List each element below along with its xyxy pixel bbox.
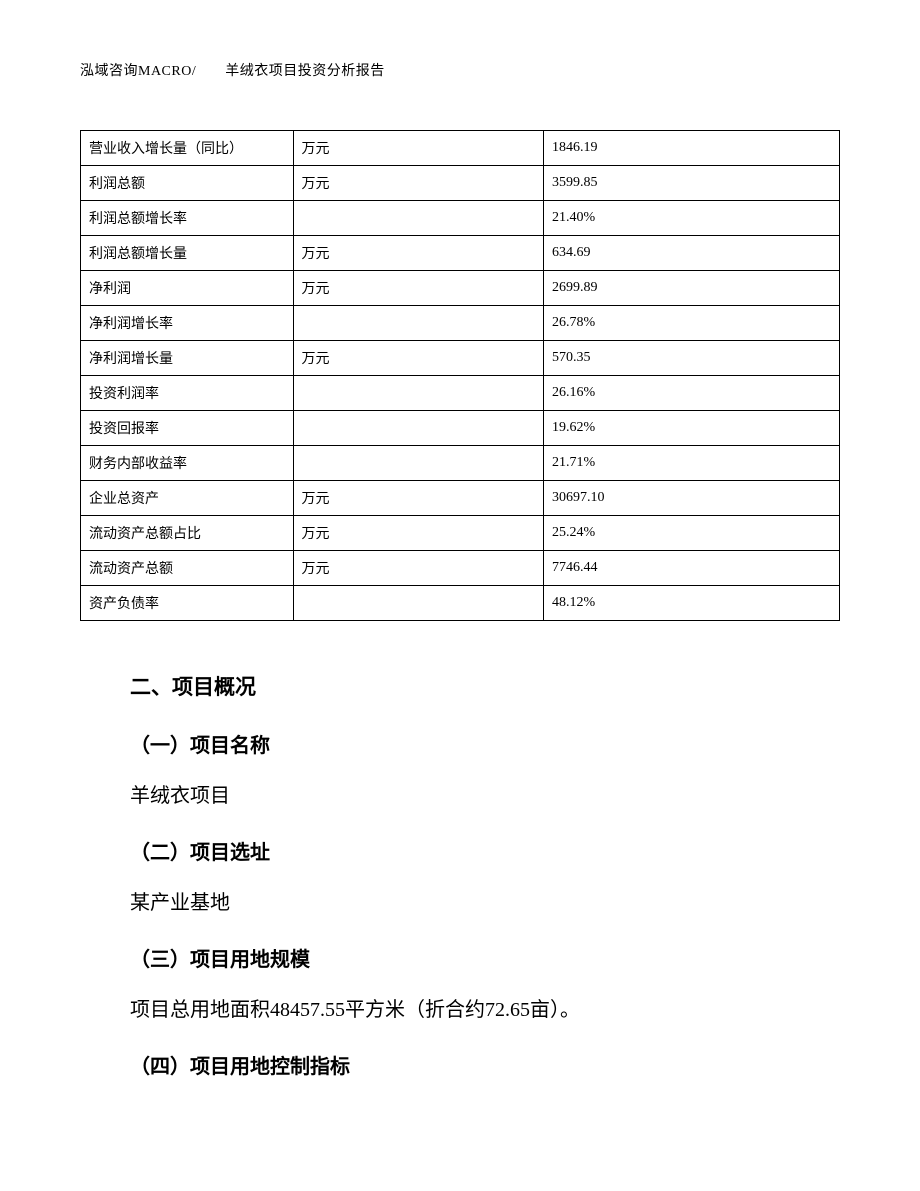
table-row: 流动资产总额万元7746.44 [81,551,840,586]
table-cell-value: 570.35 [543,341,839,376]
table-row: 净利润增长率 26.78% [81,306,840,341]
table-cell-label: 利润总额 [81,166,294,201]
table-row: 资产负债率 48.12% [81,586,840,621]
table-cell-value: 26.16% [543,376,839,411]
table-row: 投资利润率 26.16% [81,376,840,411]
table-cell-unit: 万元 [293,271,543,306]
table-cell-unit [293,201,543,236]
table-row: 利润总额增长率 21.40% [81,201,840,236]
section-title: 二、项目概况 [130,671,790,701]
table-cell-unit [293,446,543,481]
subsection-1-text: 羊绒衣项目 [130,780,790,812]
table-row: 利润总额万元3599.85 [81,166,840,201]
subsection-3-text: 项目总用地面积48457.55平方米（折合约72.65亩）。 [130,994,790,1026]
table-cell-unit: 万元 [293,236,543,271]
table-cell-label: 净利润 [81,271,294,306]
table-row: 投资回报率 19.62% [81,411,840,446]
table-cell-value: 1846.19 [543,131,839,166]
table-cell-unit: 万元 [293,341,543,376]
table-row: 净利润增长量万元570.35 [81,341,840,376]
table-cell-label: 企业总资产 [81,481,294,516]
table-cell-value: 3599.85 [543,166,839,201]
table-cell-unit: 万元 [293,516,543,551]
table-cell-label: 利润总额增长量 [81,236,294,271]
content-section: 二、项目概况 （一）项目名称 羊绒衣项目 （二）项目选址 某产业基地 （三）项目… [80,671,840,1079]
table-cell-value: 7746.44 [543,551,839,586]
table-cell-label: 营业收入增长量（同比） [81,131,294,166]
table-cell-label: 净利润增长率 [81,306,294,341]
table-cell-unit [293,306,543,341]
table-cell-unit [293,586,543,621]
table-cell-label: 利润总额增长率 [81,201,294,236]
page-header: 泓域咨询MACRO/ 羊绒衣项目投资分析报告 [80,60,840,80]
table-cell-label: 流动资产总额 [81,551,294,586]
table-cell-unit [293,411,543,446]
table-cell-unit [293,376,543,411]
table-cell-value: 2699.89 [543,271,839,306]
table-cell-value: 25.24% [543,516,839,551]
table-cell-label: 资产负债率 [81,586,294,621]
table-cell-unit: 万元 [293,131,543,166]
table-cell-label: 投资回报率 [81,411,294,446]
subsection-2-title: （二）项目选址 [130,836,790,865]
table-cell-unit: 万元 [293,481,543,516]
table-row: 利润总额增长量万元634.69 [81,236,840,271]
subsection-4-title: （四）项目用地控制指标 [130,1050,790,1079]
table-cell-value: 21.71% [543,446,839,481]
table-cell-value: 30697.10 [543,481,839,516]
table-row: 流动资产总额占比万元25.24% [81,516,840,551]
table-row: 企业总资产万元30697.10 [81,481,840,516]
table-cell-label: 净利润增长量 [81,341,294,376]
table-cell-value: 21.40% [543,201,839,236]
table-cell-value: 634.69 [543,236,839,271]
subsection-1-title: （一）项目名称 [130,729,790,758]
table-cell-value: 26.78% [543,306,839,341]
subsection-3-title: （三）项目用地规模 [130,943,790,972]
table-cell-value: 48.12% [543,586,839,621]
table-cell-unit: 万元 [293,551,543,586]
table-cell-label: 投资利润率 [81,376,294,411]
table-cell-label: 流动资产总额占比 [81,516,294,551]
table-row: 财务内部收益率 21.71% [81,446,840,481]
table-cell-value: 19.62% [543,411,839,446]
financial-table: 营业收入增长量（同比）万元1846.19利润总额万元3599.85利润总额增长率… [80,130,840,621]
table-row: 净利润万元2699.89 [81,271,840,306]
table-row: 营业收入增长量（同比）万元1846.19 [81,131,840,166]
table-cell-label: 财务内部收益率 [81,446,294,481]
table-cell-unit: 万元 [293,166,543,201]
subsection-2-text: 某产业基地 [130,887,790,919]
